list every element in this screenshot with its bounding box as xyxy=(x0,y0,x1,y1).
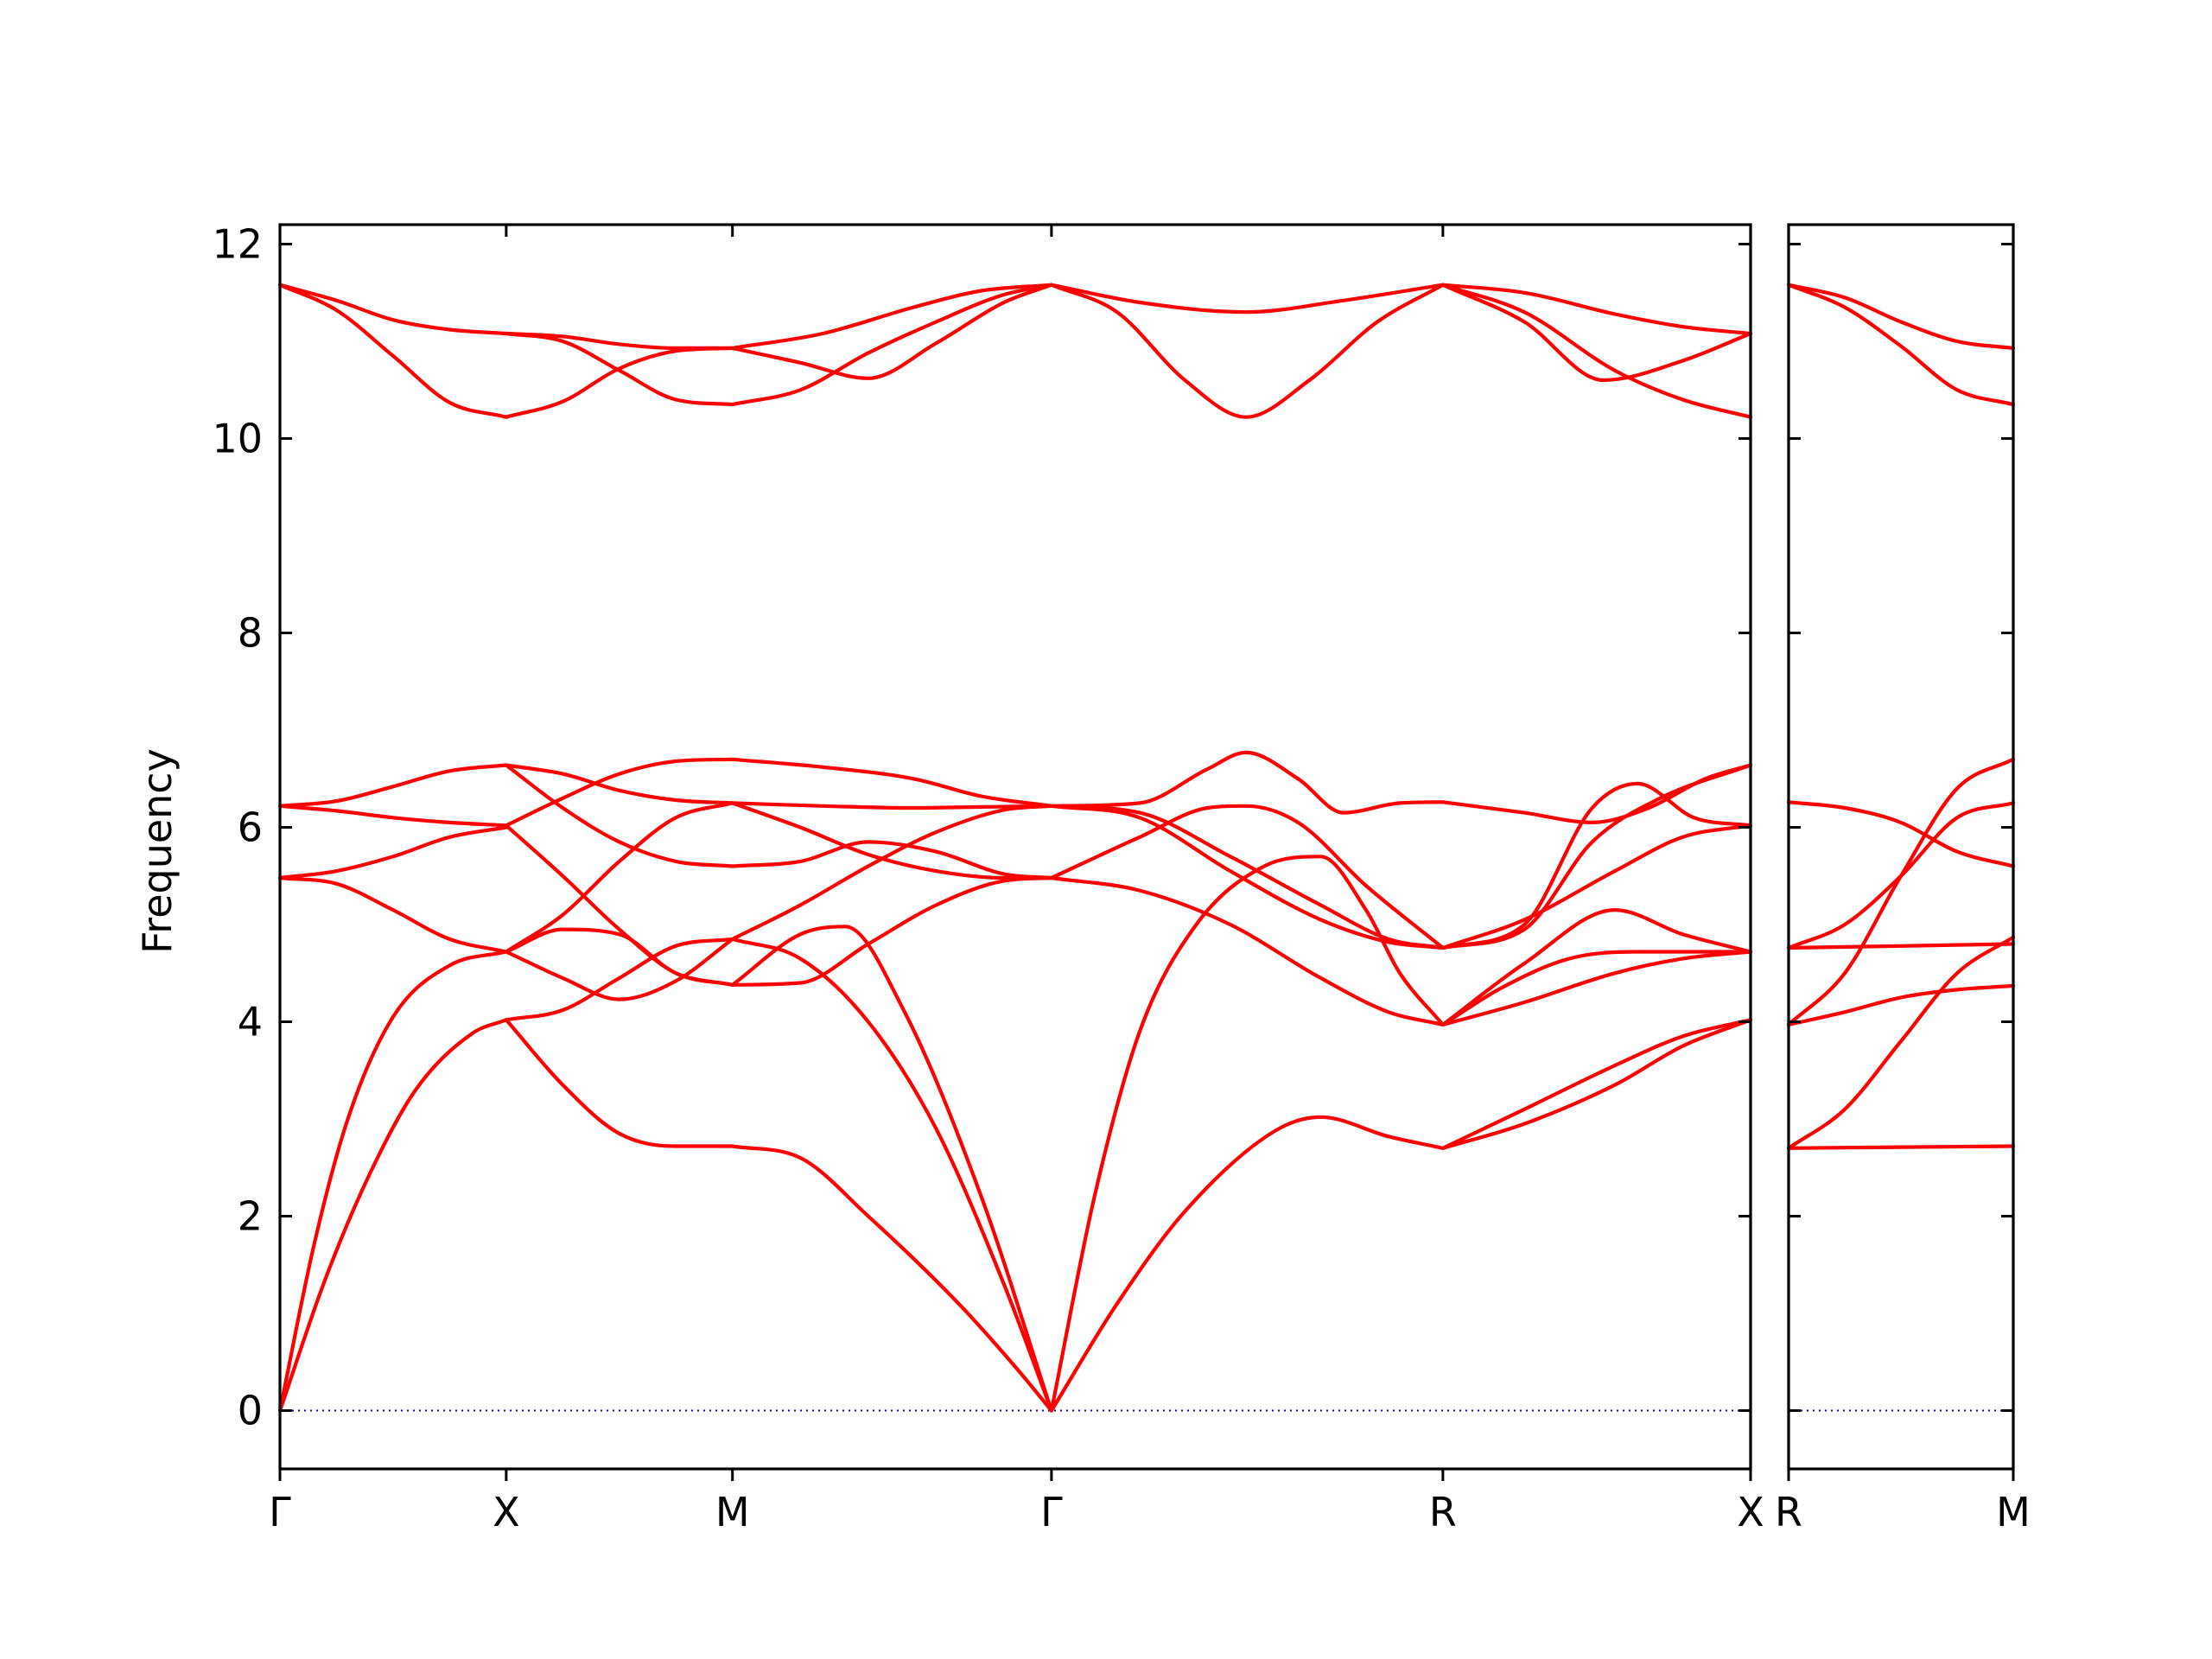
band-line-0-4-10 xyxy=(1440,1018,1753,1150)
band-line-0-2-1 xyxy=(730,283,1053,380)
band-line-0-1-2 xyxy=(504,346,734,419)
band-line-0-1-3 xyxy=(504,763,734,805)
band-line-0-4-3 xyxy=(1440,763,1753,824)
band-line-0-4-7 xyxy=(1440,950,1753,1027)
band-line-0-4-4 xyxy=(1440,781,1753,950)
y-tick-label: 12 xyxy=(212,221,263,268)
band-line-1-0-2 xyxy=(1786,800,2016,868)
x-tick-label: R xyxy=(1775,1489,1802,1535)
band-line-1-0-0 xyxy=(1786,283,2016,350)
band-line-0-1-10 xyxy=(504,937,734,1022)
band-line-0-2-11 xyxy=(730,1144,1053,1413)
x-tick-label: M xyxy=(715,1489,750,1535)
x-tick-label: Γ xyxy=(1040,1489,1063,1535)
band-line-0-4-1 xyxy=(1440,283,1753,419)
band-line-0-0-7 xyxy=(277,1018,508,1413)
band-line-0-3-2 xyxy=(1049,750,1445,815)
x-tick-label: Γ xyxy=(269,1489,291,1535)
y-tick-label: 4 xyxy=(238,999,263,1046)
x-tick-label: R xyxy=(1429,1489,1457,1535)
x-tick-label: X xyxy=(493,1489,520,1535)
y-axis-label: Frequency xyxy=(134,748,181,954)
band-line-0-4-11 xyxy=(1440,1018,1753,1150)
band-line-0-4-8 xyxy=(1440,908,1753,1027)
y-tick-label: 0 xyxy=(238,1388,263,1434)
band-line-0-2-0 xyxy=(730,283,1053,350)
band-line-0-3-6 xyxy=(1049,804,1445,950)
y-tick-label: 8 xyxy=(238,610,263,657)
x-tick-label: X xyxy=(1737,1489,1764,1535)
y-tick-label: 2 xyxy=(238,1193,263,1240)
band-line-0-1-11 xyxy=(504,1018,734,1148)
y-tick-label: 6 xyxy=(238,804,263,851)
panel-main: 0 2 4 6 8 10 12 Γ X M Γ R X xyxy=(212,221,1764,1536)
x-tick-label: M xyxy=(1996,1489,2031,1535)
band-line-0-1-8 xyxy=(504,927,734,987)
band-line-0-2-10 xyxy=(730,937,1053,1413)
band-line-0-0-2 xyxy=(277,763,508,808)
band-line-0-3-1 xyxy=(1049,283,1445,419)
band-line-0-1-7 xyxy=(504,801,734,954)
band-line-0-2-5 xyxy=(730,801,1053,880)
band-line-0-4-6 xyxy=(1440,823,1753,950)
axes-frame xyxy=(1787,223,2015,1471)
band-line-0-1-5 xyxy=(504,757,734,828)
band-line-0-0-3 xyxy=(277,804,508,828)
band-line-0-3-3 xyxy=(1049,804,1445,950)
band-line-1-0-4 xyxy=(1786,757,2016,1027)
band-line-0-3-0 xyxy=(1049,283,1445,315)
band-line-0-2-2 xyxy=(730,283,1053,407)
band-line-1-0-5 xyxy=(1786,942,2016,950)
band-line-0-0-5 xyxy=(277,875,508,954)
band-line-0-2-3 xyxy=(730,757,1053,808)
band-line-0-4-5 xyxy=(1440,763,1753,950)
band-line-1-0-6 xyxy=(1786,983,2016,1027)
band-line-0-1-4 xyxy=(504,763,734,868)
band-line-0-2-6 xyxy=(730,840,1053,880)
band-line-0-2-8 xyxy=(730,875,1053,987)
band-line-0-3-7 xyxy=(1049,855,1445,1413)
band-line-0-3-4 xyxy=(1049,804,1445,950)
band-line-0-3-8 xyxy=(1049,1115,1445,1413)
band-line-0-4-2 xyxy=(1440,283,1753,383)
band-line-1-0-8 xyxy=(1786,1144,2016,1150)
band-line-0-1-6 xyxy=(504,823,734,987)
band-line-0-2-7 xyxy=(730,804,1053,941)
axes-frame xyxy=(278,223,1752,1471)
band-line-0-3-5 xyxy=(1049,875,1445,1027)
band-line-0-0-0 xyxy=(277,283,508,336)
band-line-0-4-9 xyxy=(1440,950,1753,1027)
band-line-0-1-9 xyxy=(504,937,734,1001)
band-line-0-2-4 xyxy=(730,801,1053,810)
band-line-0-0-1 xyxy=(277,283,508,419)
band-line-0-4-0 xyxy=(1440,283,1753,336)
band-line-1-0-1 xyxy=(1786,283,2016,407)
y-tick-label: 10 xyxy=(212,416,263,462)
band-line-0-0-4 xyxy=(277,825,508,880)
band-line-0-0-6 xyxy=(277,950,508,1413)
band-line-1-0-7 xyxy=(1786,935,2016,1150)
band-line-0-2-9 xyxy=(730,925,1053,1413)
